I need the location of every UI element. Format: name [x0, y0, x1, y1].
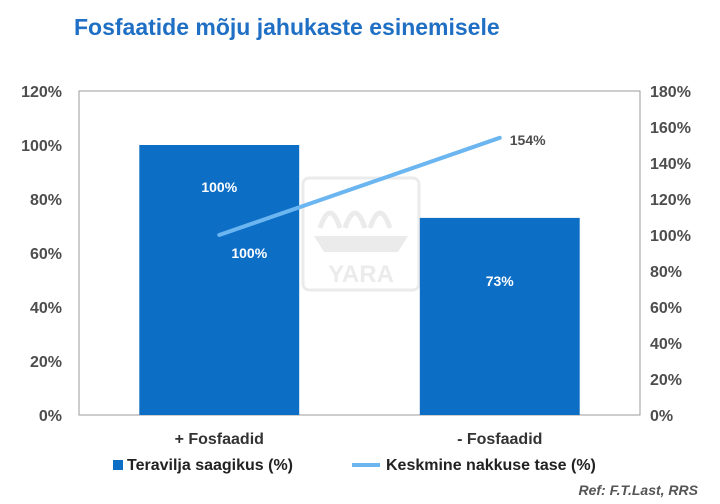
right-tick-label: 0%: [650, 408, 673, 425]
left-tick-label: 80%: [30, 192, 62, 209]
right-tick-label: 160%: [650, 120, 691, 137]
category-label: - Fosfaadid: [457, 431, 542, 448]
legend-bar-label: Teravilja saagikus (%): [127, 457, 293, 474]
right-tick-label: 100%: [650, 228, 691, 245]
line-data-label: 100%: [231, 245, 267, 261]
left-tick-label: 120%: [21, 84, 62, 101]
plot-area: [78, 90, 641, 416]
right-tick-label: 120%: [650, 192, 691, 209]
bar: [419, 217, 580, 415]
bar: [139, 145, 300, 415]
legend-bar-swatch: [113, 460, 123, 470]
category-label: + Fosfaadid: [175, 431, 264, 448]
left-tick-label: 60%: [30, 246, 62, 263]
left-tick-label: 100%: [21, 138, 62, 155]
bar-data-label: 73%: [486, 273, 515, 289]
right-tick-label: 60%: [650, 300, 682, 317]
line-series: 100% 154%: [217, 132, 546, 261]
left-tick-label: 0%: [39, 408, 62, 425]
reference-note: Ref: F.T.Last, RRS: [578, 482, 698, 498]
chart-title: Fosfaatide mõju jahukaste esinemisele: [74, 14, 500, 40]
right-tick-label: 140%: [650, 156, 691, 173]
watermark-text: YARA: [328, 261, 394, 288]
legend-line-label: Keskmine nakkuse tase (%): [386, 457, 596, 474]
legend: Teravilja saagikus (%) Keskmine nakkuse t…: [113, 457, 596, 474]
watermark-logo: YARA: [301, 176, 421, 292]
left-tick-label: 40%: [30, 300, 62, 317]
line-path: [217, 135, 502, 237]
line-data-label: 154%: [510, 132, 546, 148]
right-tick-label: 180%: [650, 84, 691, 101]
bar-series: 100% 73%: [139, 145, 580, 415]
right-tick-label: 40%: [650, 336, 682, 353]
right-axis: 0% 20% 40% 60% 80% 100% 120% 140% 160% 180%: [650, 84, 691, 425]
right-tick-label: 20%: [650, 372, 682, 389]
left-axis: 0% 20% 40% 60% 80% 100% 120%: [21, 84, 62, 425]
x-axis: + Fosfaadid - Fosfaadid: [175, 431, 543, 448]
bar-data-label: 100%: [201, 179, 237, 195]
left-tick-label: 20%: [30, 354, 62, 371]
right-tick-label: 80%: [650, 264, 682, 281]
